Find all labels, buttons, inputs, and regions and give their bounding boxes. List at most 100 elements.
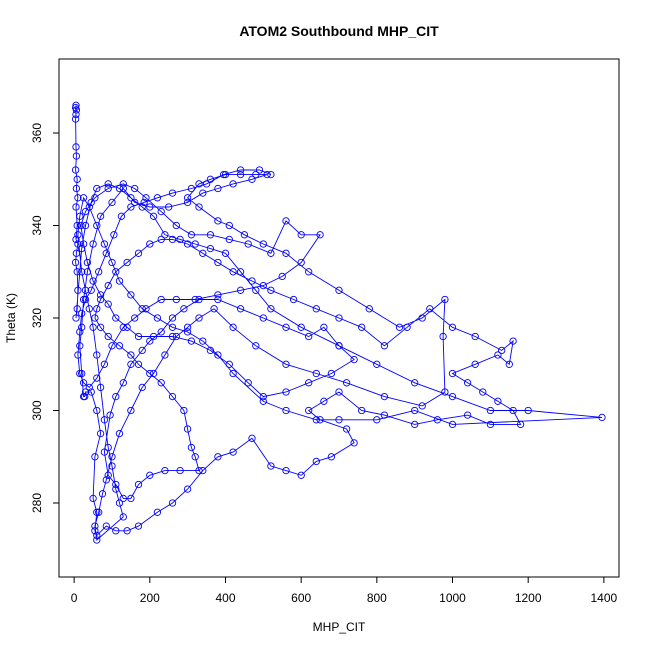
data-point [380,411,389,419]
data-point [358,406,366,415]
data-point [131,184,139,193]
data-point [78,309,86,318]
data-point [244,240,252,248]
data-point [87,388,95,396]
data-point [259,240,267,248]
data-point [93,221,101,230]
data-point [123,258,131,267]
data-point [252,170,260,179]
data-point [138,203,146,211]
data-point [282,249,290,257]
data-point [214,295,222,304]
data-point [119,513,127,521]
data-point [74,240,82,248]
data-point [146,203,154,211]
data-point [117,212,126,220]
data-point [165,203,173,211]
data-point [96,383,105,392]
data-point [91,522,99,530]
data-point [297,471,305,479]
data-point [168,392,177,401]
data-point [138,346,146,355]
data-point [297,231,305,239]
data-point [395,323,404,331]
data-point [104,443,112,452]
data-point [157,328,165,336]
data-point [78,323,86,331]
data-point [373,416,381,424]
data-point [96,429,105,438]
y-tick-label: 300 [30,400,44,420]
data-layer [71,101,606,544]
data-point [259,281,267,290]
data-point [81,388,90,396]
data-point [104,300,112,308]
data-point [172,332,180,341]
data-point [131,314,139,322]
data-point [96,291,105,299]
data-point [89,494,97,503]
data-point [71,115,80,123]
data-point [498,346,506,355]
data-point [76,212,84,220]
data-point [187,443,196,452]
data-point [199,189,207,197]
data-point [448,369,457,378]
data-point [115,499,124,507]
data-point [95,268,103,276]
data-point [157,207,165,216]
data-point [214,291,222,299]
data-point [102,249,110,257]
y-tick-label: 360 [30,123,44,143]
data-point [252,286,260,294]
data-point [191,240,199,248]
data-point [112,485,120,493]
data-point [127,360,135,368]
data-point [85,203,93,211]
data-point [153,314,162,322]
data-point [91,453,99,461]
data-point [183,425,192,433]
data-point [168,189,177,197]
data-point [267,286,275,294]
data-point [486,420,495,429]
data-point [76,369,84,378]
data-point [110,231,118,239]
data-point [127,203,135,211]
data-point [172,295,180,304]
x-tick-label: 1000 [439,591,466,605]
data-point [509,337,517,345]
data-point [411,420,419,429]
data-point [104,281,112,290]
data-point [71,103,80,112]
data-point [236,166,245,174]
data-point [146,471,154,479]
data-point [358,323,366,331]
data-point [138,383,146,392]
data-point [214,351,222,359]
data-point [471,332,479,341]
data-point [448,392,457,401]
data-point [199,466,207,475]
data-point [411,379,419,387]
data-point [418,314,426,322]
data-point [127,194,135,202]
data-point [219,170,228,179]
data-point [76,342,84,350]
data-point [78,244,86,253]
data-point [91,314,99,322]
data-point [267,170,275,179]
data-point [112,314,120,322]
data-point [289,295,298,304]
data-point [100,360,109,368]
data-point [74,194,82,202]
data-point [259,392,267,401]
data-point [131,198,139,207]
data-point [335,342,343,350]
data-point [221,170,230,179]
data-point [85,305,93,313]
data-point [206,346,215,355]
data-point [282,217,290,225]
data-point [87,286,95,294]
